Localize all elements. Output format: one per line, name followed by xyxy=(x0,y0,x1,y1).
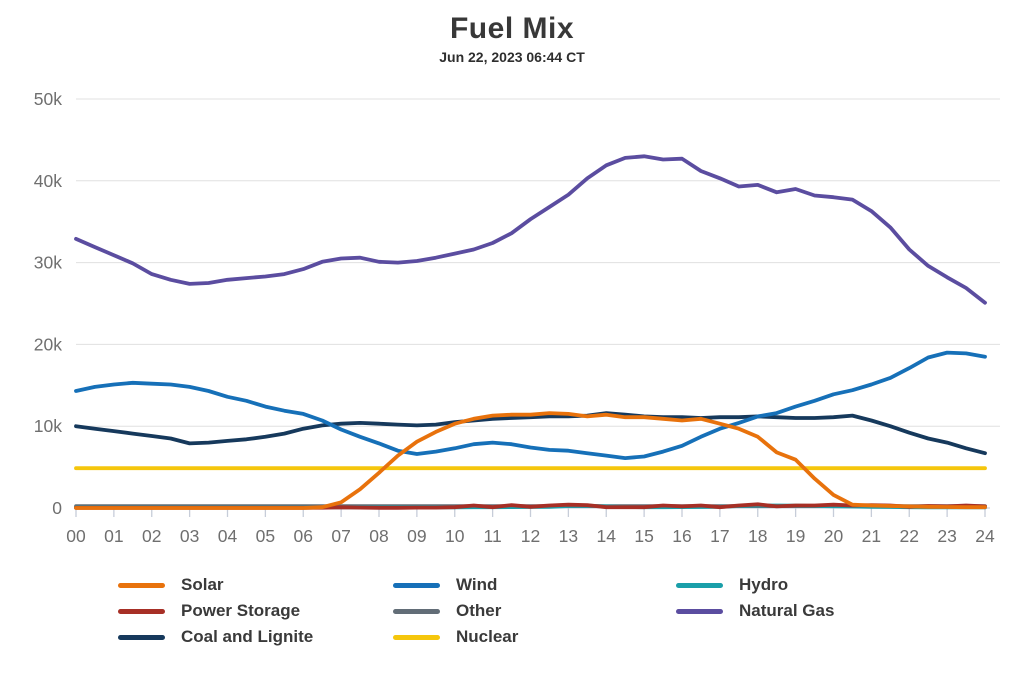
legend-label-solar: Solar xyxy=(181,575,224,594)
x-axis-label-02: 02 xyxy=(142,526,161,546)
legend-label-hydro: Hydro xyxy=(739,575,789,594)
x-axis-label-18: 18 xyxy=(748,526,767,546)
x-axis-label-17: 17 xyxy=(710,526,729,546)
legend-label-natural_gas: Natural Gas xyxy=(739,601,835,620)
x-axis-label-01: 01 xyxy=(104,526,123,546)
x-axis-label-19: 19 xyxy=(786,526,805,546)
y-axis-label-10k: 10k xyxy=(34,416,62,436)
legend-item-solar[interactable]: Solar xyxy=(118,572,393,598)
legend-item-other[interactable]: Other xyxy=(393,598,676,624)
x-axis-label-08: 08 xyxy=(369,526,388,546)
x-axis-label-14: 14 xyxy=(597,526,617,546)
legend: Solar Power Storage Coal and Lignite Wind Ot… xyxy=(118,572,936,650)
legend-swatch-other xyxy=(393,608,440,614)
legend-column-0: Solar Power Storage Coal and Lignite xyxy=(118,572,393,650)
x-axis-label-12: 12 xyxy=(521,526,540,546)
x-axis-label-06: 06 xyxy=(294,526,313,546)
legend-label-other: Other xyxy=(456,601,502,620)
legend-column-1: Wind Other Nuclear xyxy=(393,572,676,650)
legend-item-natural_gas[interactable]: Natural Gas xyxy=(676,598,936,624)
legend-swatch-solar xyxy=(118,582,165,588)
x-axis-label-23: 23 xyxy=(937,526,956,546)
x-axis-label-05: 05 xyxy=(256,526,275,546)
legend-swatch-coal_and_lignite xyxy=(118,634,165,640)
y-axis-label-0: 0 xyxy=(52,498,62,518)
legend-swatch-nuclear xyxy=(393,634,440,640)
y-axis-label-40k: 40k xyxy=(34,171,62,191)
x-axis-label-22: 22 xyxy=(900,526,919,546)
legend-item-power_storage[interactable]: Power Storage xyxy=(118,598,393,624)
legend-item-coal_and_lignite[interactable]: Coal and Lignite xyxy=(118,624,393,650)
legend-item-nuclear[interactable]: Nuclear xyxy=(393,624,676,650)
legend-column-2: Hydro Natural Gas xyxy=(676,572,936,650)
x-axis-label-24: 24 xyxy=(975,526,995,546)
chart-title: Fuel Mix xyxy=(449,12,574,45)
x-axis-label-15: 15 xyxy=(634,526,653,546)
legend-label-power_storage: Power Storage xyxy=(181,601,301,620)
x-axis-label-11: 11 xyxy=(484,526,502,546)
x-axis-label-00: 00 xyxy=(66,526,86,546)
legend-item-hydro[interactable]: Hydro xyxy=(676,572,936,598)
x-axis-label-13: 13 xyxy=(559,526,578,546)
x-axis-label-03: 03 xyxy=(180,526,199,546)
legend-swatch-hydro xyxy=(676,582,723,588)
series-line-natural_gas xyxy=(74,154,987,305)
legend-swatch-power_storage xyxy=(118,608,165,614)
legend-label-nuclear: Nuclear xyxy=(456,627,519,646)
y-axis-label-30k: 30k xyxy=(34,253,62,273)
legend-label-coal_and_lignite: Coal and Lignite xyxy=(181,627,314,646)
x-axis-label-10: 10 xyxy=(445,526,465,546)
x-axis-label-20: 20 xyxy=(824,526,844,546)
y-axis-label-20k: 20k xyxy=(34,334,62,354)
chart-subtitle: Jun 22, 2023 06:44 CT xyxy=(439,49,585,65)
series-line-coal_and_lignite xyxy=(74,411,987,456)
y-axis-label-50k: 50k xyxy=(34,89,62,109)
x-axis-label-21: 21 xyxy=(862,526,881,546)
x-axis-label-16: 16 xyxy=(672,526,691,546)
series-line-solar xyxy=(74,411,987,510)
x-axis-label-07: 07 xyxy=(331,526,350,546)
legend-swatch-wind xyxy=(393,582,440,588)
legend-swatch-natural_gas xyxy=(676,608,723,614)
x-axis-label-04: 04 xyxy=(218,526,238,546)
series-line-wind xyxy=(74,350,987,461)
x-axis-label-09: 09 xyxy=(407,526,426,546)
legend-item-wind[interactable]: Wind xyxy=(393,572,676,598)
legend-label-wind: Wind xyxy=(456,575,498,594)
